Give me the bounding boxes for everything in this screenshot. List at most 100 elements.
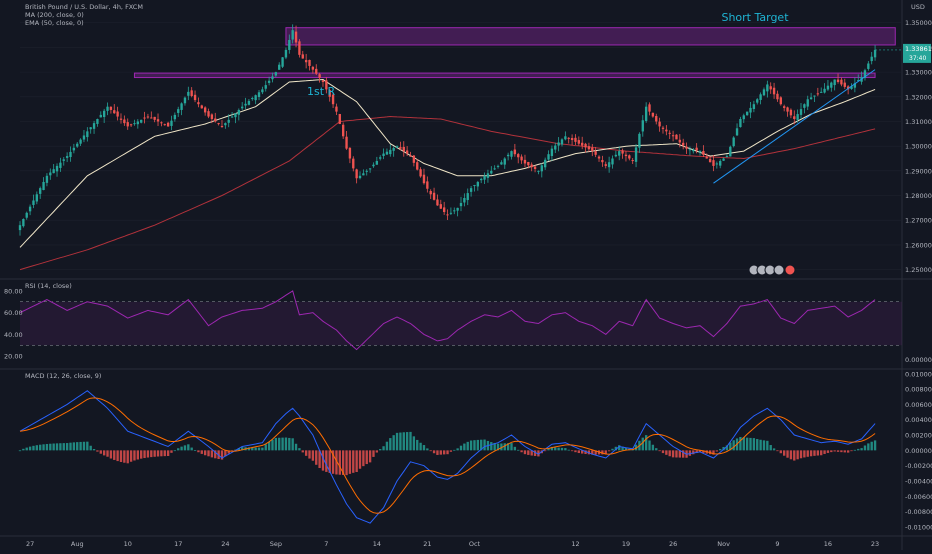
macd-histogram-bar xyxy=(82,441,86,451)
macd-histogram-bar xyxy=(567,449,570,451)
time-axis-tick: 21 xyxy=(423,540,431,548)
rsi-axis-tick: 40.00 xyxy=(4,331,23,339)
macd-histogram-bar xyxy=(341,450,345,475)
macd-histogram-bar xyxy=(786,450,789,458)
candle xyxy=(308,59,311,66)
candle xyxy=(432,192,436,200)
candle xyxy=(705,156,708,159)
rsi-legend: RSI (14, close) xyxy=(25,282,72,290)
currency-label: USD xyxy=(911,3,925,11)
candle xyxy=(274,72,278,76)
macd-histogram-bar xyxy=(752,438,756,451)
time-axis-tick: 9 xyxy=(775,540,779,548)
candle xyxy=(156,119,160,122)
macd-histogram-bar xyxy=(163,450,166,457)
macd-histogram-bar xyxy=(39,444,42,451)
short-target-label: Short Target xyxy=(721,11,789,24)
candle xyxy=(372,164,375,167)
candle xyxy=(254,95,257,101)
macd-histogram-bar xyxy=(432,450,436,454)
candle xyxy=(382,153,385,156)
candle xyxy=(634,147,638,162)
ema50-line xyxy=(19,78,876,248)
rsi-right-tick: 0.00000 xyxy=(905,356,932,364)
macd-histogram-bar xyxy=(698,450,702,453)
macd-histogram-bar xyxy=(220,450,224,460)
macd-histogram-bar xyxy=(304,450,308,456)
macd-histogram-bar xyxy=(604,450,607,455)
macd-histogram-bar xyxy=(860,448,863,451)
candle xyxy=(867,63,870,69)
candle xyxy=(446,214,449,216)
macd-histogram-bar xyxy=(89,445,92,451)
macd-histogram-bar xyxy=(308,450,311,459)
candle xyxy=(722,158,725,161)
candle xyxy=(799,109,803,115)
candle xyxy=(311,66,315,70)
macd-histogram-bar xyxy=(439,450,442,455)
candle xyxy=(695,147,698,151)
candle xyxy=(318,74,321,78)
macd-histogram-bar xyxy=(803,450,806,458)
ma-legend: MA (200, close, 0) xyxy=(25,11,84,19)
candle xyxy=(486,173,490,178)
candle xyxy=(395,146,399,148)
candle xyxy=(271,76,274,80)
candle xyxy=(742,115,745,120)
macd-histogram-bar xyxy=(59,443,62,451)
candle xyxy=(543,159,547,168)
macd-histogram-bar xyxy=(473,440,476,451)
macd-histogram-bar xyxy=(799,450,803,459)
candle xyxy=(143,117,146,119)
macd-histogram-bar xyxy=(247,447,251,451)
candle xyxy=(45,175,49,183)
macd-histogram-bar xyxy=(665,450,668,455)
candle xyxy=(803,104,806,108)
candle xyxy=(547,154,550,160)
candle xyxy=(345,136,348,149)
candle xyxy=(419,169,422,177)
macd-histogram-bar xyxy=(331,450,335,474)
macd-histogram-bar xyxy=(830,450,833,453)
candle xyxy=(456,207,459,211)
macd-histogram-bar xyxy=(641,437,644,451)
macd-histogram-bar xyxy=(325,450,328,472)
macd-histogram-bar xyxy=(22,448,25,451)
macd-histogram-bar xyxy=(560,447,564,451)
candle xyxy=(873,49,877,58)
candle xyxy=(217,123,220,125)
macd-axis-tick: 0.00200 xyxy=(905,432,932,440)
candle xyxy=(379,157,382,159)
macd-histogram-bar xyxy=(102,450,106,456)
first-resistance-zone xyxy=(133,72,876,79)
macd-histogram-bar xyxy=(150,450,153,458)
macd-histogram-bar xyxy=(607,450,611,452)
macd-histogram-bar xyxy=(362,450,365,467)
macd-histogram-bar xyxy=(776,450,779,452)
macd-histogram-bar xyxy=(133,450,136,461)
candle xyxy=(604,164,607,166)
candle xyxy=(570,138,574,140)
macd-histogram-bar xyxy=(624,447,628,451)
candle xyxy=(537,170,540,172)
candle xyxy=(294,31,298,43)
macd-histogram-bar xyxy=(375,450,379,453)
macd-axis-tick: 0.00400 xyxy=(905,416,932,424)
candle xyxy=(304,60,308,63)
macd-histogram-bar xyxy=(506,443,510,451)
macd-histogram-bar xyxy=(55,443,59,451)
candle xyxy=(671,135,675,137)
time-axis-tick: 26 xyxy=(669,540,677,548)
macd-histogram-bar xyxy=(796,450,799,460)
macd-histogram-bar xyxy=(446,450,449,455)
time-axis-tick: 7 xyxy=(324,540,328,548)
candle xyxy=(476,181,480,187)
candle xyxy=(607,162,611,168)
candle xyxy=(729,146,732,157)
macd-histogram-bar xyxy=(116,450,119,462)
macd-histogram-bar xyxy=(183,445,187,451)
macd-histogram-bar xyxy=(109,450,113,459)
macd-histogram-bar xyxy=(493,442,496,451)
macd-histogram-bar xyxy=(820,450,823,456)
